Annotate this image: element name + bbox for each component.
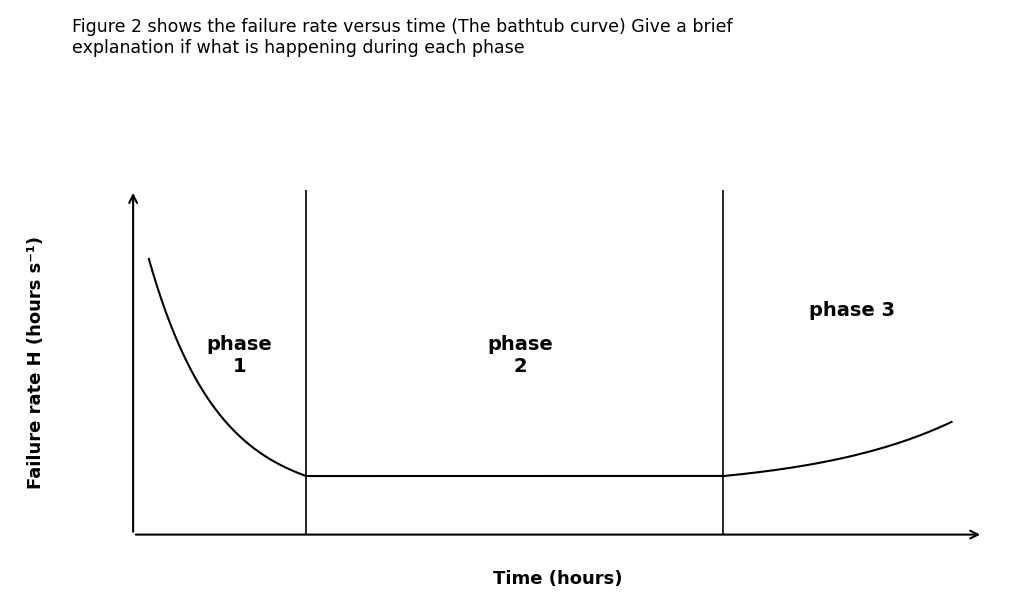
- Text: phase
2: phase 2: [487, 335, 553, 376]
- Text: phase
1: phase 1: [207, 335, 272, 376]
- Text: phase 3: phase 3: [809, 301, 895, 320]
- Text: Failure rate H (hours s⁻¹): Failure rate H (hours s⁻¹): [27, 236, 45, 489]
- Text: Time (hours): Time (hours): [494, 570, 623, 588]
- Text: Figure 2 shows the failure rate versus time (The bathtub curve) Give a brief
exp: Figure 2 shows the failure rate versus t…: [72, 18, 732, 56]
